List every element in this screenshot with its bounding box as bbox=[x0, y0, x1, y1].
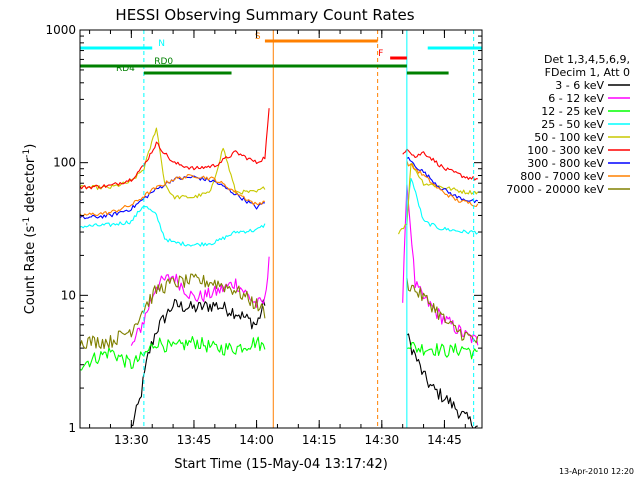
legend-item-300-800-kev: 300 - 800 keV bbox=[527, 157, 630, 170]
annotation-label: RD4 bbox=[116, 64, 135, 74]
x-tick-label: 14:15 bbox=[302, 433, 337, 447]
legend-item-100-300-kev: 100 - 300 keV bbox=[527, 144, 630, 157]
x-tick-label: 13:45 bbox=[177, 433, 212, 447]
annotation-f: F bbox=[378, 49, 407, 60]
chart-title: HESSI Observing Summary Count Rates bbox=[115, 6, 414, 24]
state-annotations: N S F RD0 RD4 bbox=[80, 32, 482, 75]
annotation-rd4: RD4 bbox=[116, 64, 449, 75]
series-layer bbox=[79, 108, 479, 429]
series-12-25-kev bbox=[79, 335, 478, 371]
legend-label: 7000 - 20000 keV bbox=[506, 183, 604, 196]
series-line bbox=[79, 335, 478, 371]
annotation-label: F bbox=[378, 49, 383, 59]
annotation-label: S bbox=[255, 32, 261, 42]
legend-label: 12 - 25 keV bbox=[541, 105, 604, 118]
legend-item-12-25-kev: 12 - 25 keV bbox=[541, 105, 630, 118]
y-axis: 1 10 100 1000 bbox=[45, 23, 482, 435]
annotation-rd0: RD0 bbox=[80, 57, 407, 68]
y-tick-label: 10 bbox=[61, 288, 76, 302]
legend-item-50-100-kev: 50 - 100 keV bbox=[534, 131, 630, 144]
annotation-label: RD0 bbox=[154, 57, 173, 67]
annotation-s: S bbox=[255, 32, 378, 43]
timestamp: 13-Apr-2010 12:20 bbox=[559, 467, 634, 476]
plot-frame bbox=[79, 29, 483, 429]
y-axis-label-exponent-1: -1 bbox=[22, 217, 32, 226]
legend-label: 3 - 6 keV bbox=[555, 79, 604, 92]
y-axis-label-end: ) bbox=[23, 144, 38, 149]
x-axis: 13:30 13:45 14:00 14:15 14:30 14:45 bbox=[89, 30, 466, 447]
legend-header-line: FDecim 1, Att 0 bbox=[545, 66, 630, 79]
x-tick-label: 14:30 bbox=[365, 433, 400, 447]
legend-header-line: Det 1,3,4,5,6,9, bbox=[544, 53, 630, 66]
legend-label: 25 - 50 keV bbox=[541, 118, 604, 131]
series-800-7000-kev bbox=[79, 160, 479, 217]
legend-label: 50 - 100 keV bbox=[534, 131, 604, 144]
y-tick-label: 1000 bbox=[45, 23, 76, 37]
x-tick-label: 14:45 bbox=[427, 433, 462, 447]
series-25-50-kev bbox=[79, 177, 479, 247]
y-tick-label: 100 bbox=[53, 156, 76, 170]
legend-label: 800 - 7000 keV bbox=[520, 170, 604, 183]
legend-label: 100 - 300 keV bbox=[527, 144, 604, 157]
series-100-300-kev bbox=[79, 108, 478, 190]
legend-item-7000-20000-kev: 7000 - 20000 keV bbox=[506, 183, 630, 196]
legend: Det 1,3,4,5,6,9,FDecim 1, Att 03 - 6 keV… bbox=[506, 53, 630, 196]
annotation-label: N bbox=[158, 39, 165, 49]
series-line bbox=[79, 160, 479, 217]
y-axis-label: Count Rate (s-1 detector-1) bbox=[22, 144, 38, 315]
x-axis-label: Start Time (15-May-04 13:17:42) bbox=[174, 457, 388, 472]
y-axis-label-main: Count Rate (s bbox=[23, 226, 38, 315]
legend-item-3-6-kev: 3 - 6 keV bbox=[555, 79, 630, 92]
legend-label: 6 - 12 keV bbox=[548, 92, 604, 105]
series-line bbox=[79, 108, 478, 190]
legend-item-800-7000-kev: 800 - 7000 keV bbox=[520, 170, 630, 183]
series-7000-20000-kev bbox=[79, 273, 479, 350]
annotation-n: N bbox=[80, 39, 482, 50]
series-3-6-kev bbox=[131, 298, 478, 429]
legend-item-6-12-kev: 6 - 12 keV bbox=[548, 92, 630, 105]
x-tick-label: 14:00 bbox=[239, 433, 274, 447]
y-axis-label-middle: detector bbox=[23, 157, 38, 217]
x-tick-label: 13:30 bbox=[114, 433, 149, 447]
y-axis-label-exponent-2: -1 bbox=[22, 149, 32, 158]
series-line bbox=[79, 177, 479, 247]
y-tick-label: 1 bbox=[68, 421, 76, 435]
series-line bbox=[131, 298, 478, 429]
legend-label: 300 - 800 keV bbox=[527, 157, 604, 170]
legend-item-25-50-kev: 25 - 50 keV bbox=[541, 118, 630, 131]
series-line bbox=[79, 273, 479, 350]
